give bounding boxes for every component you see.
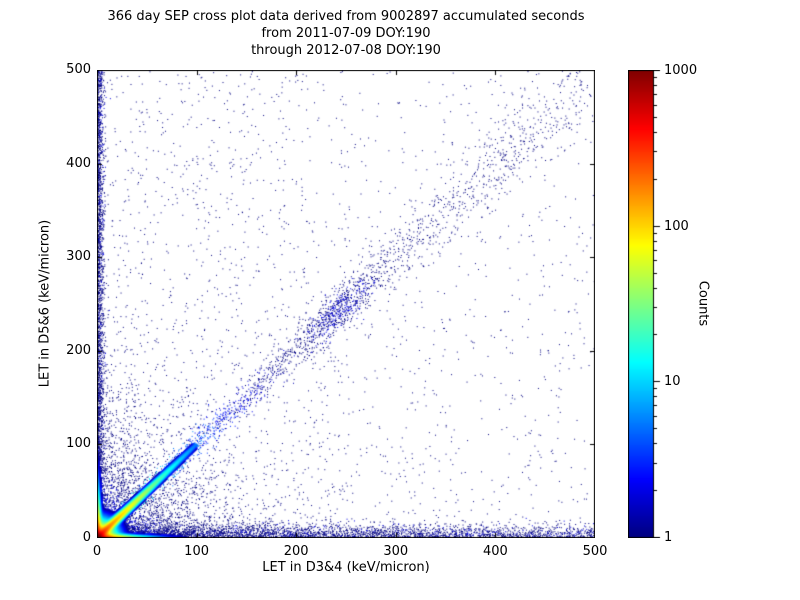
x-tick-label: 300 [383,544,409,559]
plot-title-line1: 366 day SEP cross plot data derived from… [107,9,585,24]
colorbar-tick-label: 100 [664,218,689,234]
y-tick-label: 400 [66,155,91,171]
colorbar-tick-label: 10 [664,373,681,389]
x-tick-label: 0 [92,544,102,559]
y-tick-label: 300 [66,249,91,265]
plot-canvas [97,70,595,538]
plot-title-line3: through 2012-07-08 DOY:190 [251,43,441,58]
x-tick-label: 500 [582,544,608,559]
colorbar-label: Counts [695,280,711,327]
colorbar-tick-label: 1 [664,529,673,545]
x-axis-label: LET in D3&4 (keV/micron) [262,560,430,575]
plot-title: 366 day SEP cross plot data derived from… [97,8,595,59]
y-tick-label: 200 [66,342,91,358]
y-tick-label: 0 [82,530,91,545]
x-tick-label: 400 [482,544,508,559]
colorbar-canvas [628,70,662,538]
x-tick-label: 200 [283,544,309,559]
y-tick-label: 500 [66,62,91,77]
plot-title-line2: from 2011-07-09 DOY:190 [261,26,431,41]
x-tick-label: 100 [184,544,209,559]
y-tick-label: 100 [66,436,91,452]
colorbar-tick-label: 1000 [664,62,698,78]
y-axis-label: LET in D5&6 (keV/micron) [37,219,53,388]
